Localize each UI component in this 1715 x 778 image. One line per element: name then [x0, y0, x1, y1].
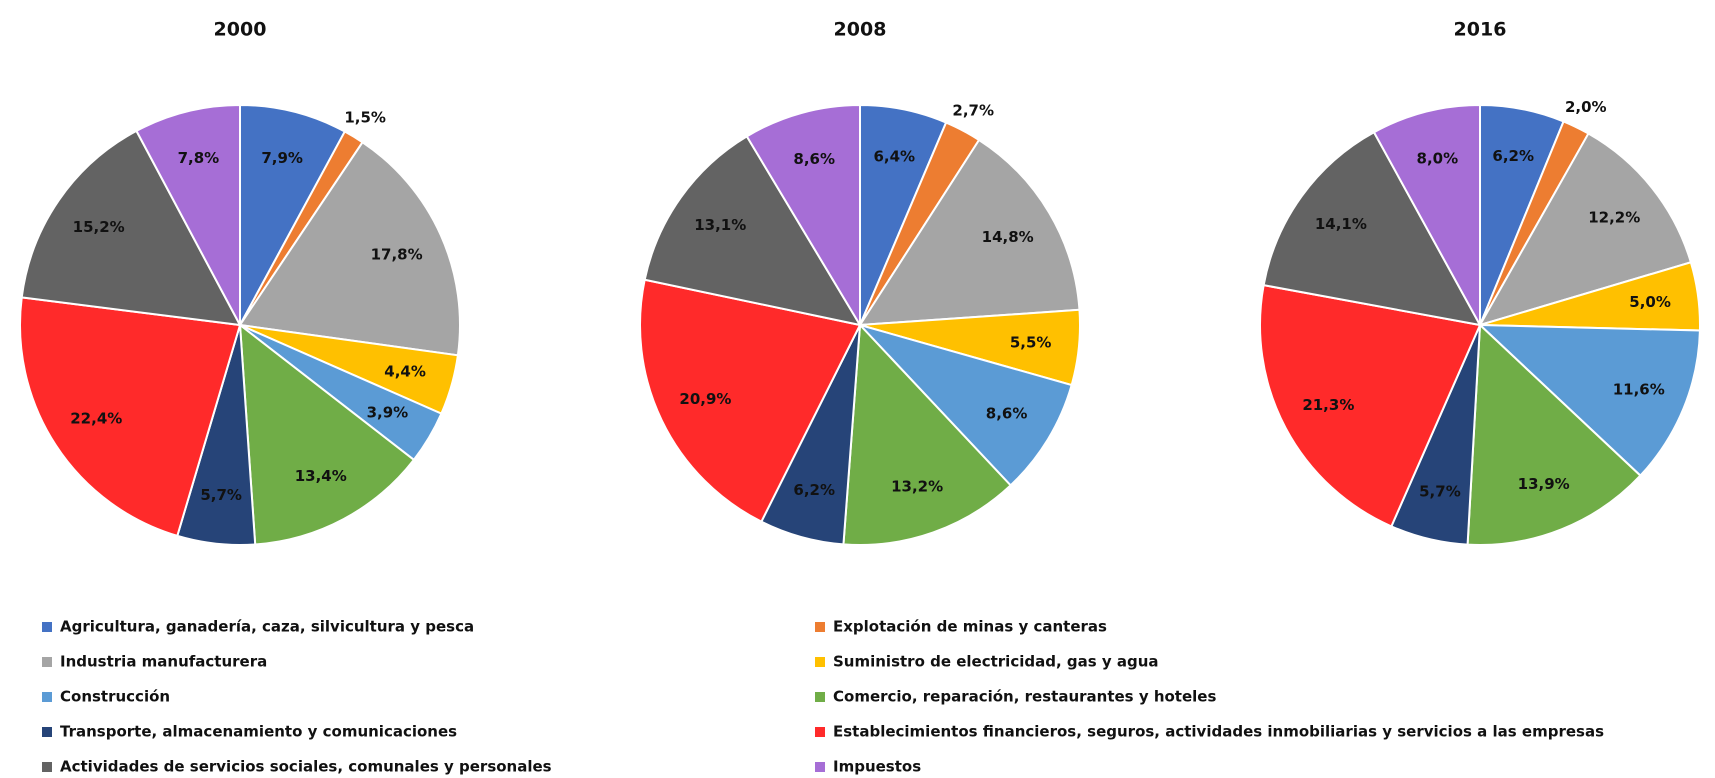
pie-slice: [239, 103, 347, 326]
data-label: 12,2%: [1588, 209, 1640, 227]
pie-slice: [19, 296, 242, 538]
legend-label: Impuestos: [833, 758, 921, 776]
legend-swatch: [815, 727, 825, 737]
data-label: 17,8%: [371, 245, 423, 263]
legend-swatch: [42, 657, 52, 667]
legend-label: Construcción: [60, 688, 170, 706]
pie-slice: [858, 138, 1081, 327]
data-label: 4,4%: [384, 362, 426, 380]
data-label: 7,8%: [178, 149, 220, 167]
data-label: 13,4%: [295, 467, 347, 485]
pie-slice: [639, 278, 862, 523]
chart-title: 2016: [1454, 19, 1507, 41]
pie-slice: [842, 322, 1013, 546]
data-label: 6,2%: [793, 481, 835, 499]
data-label: 8,0%: [1417, 149, 1459, 167]
data-label: 8,6%: [793, 150, 835, 168]
data-label: 13,2%: [891, 477, 943, 495]
legend-label: Actividades de servicios sociales, comun…: [60, 758, 552, 776]
legend-swatch: [815, 622, 825, 632]
data-label: 1,5%: [344, 108, 386, 126]
data-label: 7,9%: [261, 149, 303, 167]
legend-label: Comercio, reparación, restaurantes y hot…: [833, 688, 1216, 706]
pie-slice: [1477, 323, 1701, 478]
chart-title: 2000: [214, 19, 267, 41]
data-label: 15,2%: [73, 218, 125, 236]
pie-slice: [856, 323, 1073, 487]
data-label: 6,4%: [873, 147, 915, 165]
legend-swatch: [42, 692, 52, 702]
pie-slice: [238, 140, 461, 357]
data-label: 2,0%: [1565, 98, 1607, 116]
legend-label: Establecimientos financieros, seguros, a…: [833, 723, 1604, 741]
data-label: 3,9%: [367, 403, 409, 421]
pie-slice: [1259, 283, 1482, 528]
data-label: 22,4%: [70, 409, 122, 427]
chart-title: 2008: [834, 19, 887, 41]
pie-slice: [135, 103, 241, 326]
legend-label: Agricultura, ganadería, caza, silvicultu…: [60, 618, 474, 636]
legend-swatch: [815, 657, 825, 667]
data-label: 21,3%: [1302, 396, 1354, 414]
legend-label: Transporte, almacenamiento y comunicacio…: [60, 723, 457, 741]
data-label: 13,9%: [1518, 475, 1570, 493]
legend-label: Explotación de minas y canteras: [833, 618, 1107, 636]
data-label: 14,1%: [1315, 215, 1367, 233]
pie-slice: [1372, 103, 1481, 326]
legend-swatch: [42, 622, 52, 632]
data-label: 8,6%: [986, 405, 1028, 423]
data-label: 5,5%: [1010, 333, 1052, 351]
data-label: 2,7%: [952, 102, 994, 120]
legend-swatch: [815, 762, 825, 772]
legend-swatch: [42, 762, 52, 772]
data-label: 20,9%: [679, 390, 731, 408]
pie-slice: [1262, 130, 1482, 327]
pie-slice: [1466, 322, 1642, 546]
pie-slice: [745, 103, 861, 329]
legend-label: Suministro de electricidad, gas y agua: [833, 653, 1159, 671]
legend-swatch: [815, 692, 825, 702]
data-label: 14,8%: [982, 228, 1034, 246]
pie-slice: [20, 129, 242, 327]
legend-label: Industria manufacturera: [60, 653, 267, 671]
pie-slice: [238, 322, 416, 546]
pie-slice: [643, 134, 863, 327]
data-label: 5,7%: [1419, 482, 1461, 500]
data-label: 13,1%: [694, 216, 746, 234]
data-label: 11,6%: [1613, 381, 1665, 399]
data-label: 5,0%: [1629, 293, 1671, 311]
legend-swatch: [42, 727, 52, 737]
data-label: 5,7%: [200, 486, 242, 504]
data-label: 6,2%: [1492, 147, 1534, 165]
